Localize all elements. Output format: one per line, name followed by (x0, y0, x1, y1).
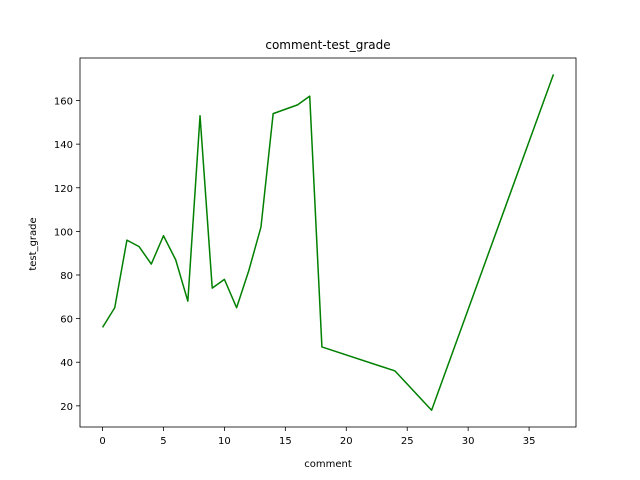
x-tick-label-0: 0 (99, 436, 105, 447)
y-tick-label-140: 140 (54, 140, 73, 151)
y-tick-label-20: 20 (60, 402, 73, 413)
y-tick-label-120: 120 (54, 184, 73, 195)
x-tick-label-25: 25 (401, 436, 414, 447)
y-tick-label-100: 100 (54, 227, 73, 238)
y-tick-label-40: 40 (60, 358, 73, 369)
x-tick-label-35: 35 (523, 436, 536, 447)
x-tick-label-5: 5 (160, 436, 166, 447)
x-axis-label: comment (304, 459, 352, 470)
y-axis-label: test_grade (28, 217, 39, 270)
axes-frame (79, 57, 577, 428)
x-tick-label-10: 10 (218, 436, 231, 447)
plot-area: 0 5 10 15 20 25 30 35 20 40 60 80 100 120 140 160 (54, 57, 577, 447)
x-tick-label-30: 30 (462, 436, 475, 447)
x-tick-label-15: 15 (279, 436, 292, 447)
y-tick-label-160: 160 (54, 97, 73, 108)
x-tick-label-20: 20 (340, 436, 353, 447)
chart-title: comment-test_grade (265, 38, 390, 52)
y-tick-label-80: 80 (60, 271, 73, 282)
y-tick-label-60: 60 (60, 315, 73, 326)
